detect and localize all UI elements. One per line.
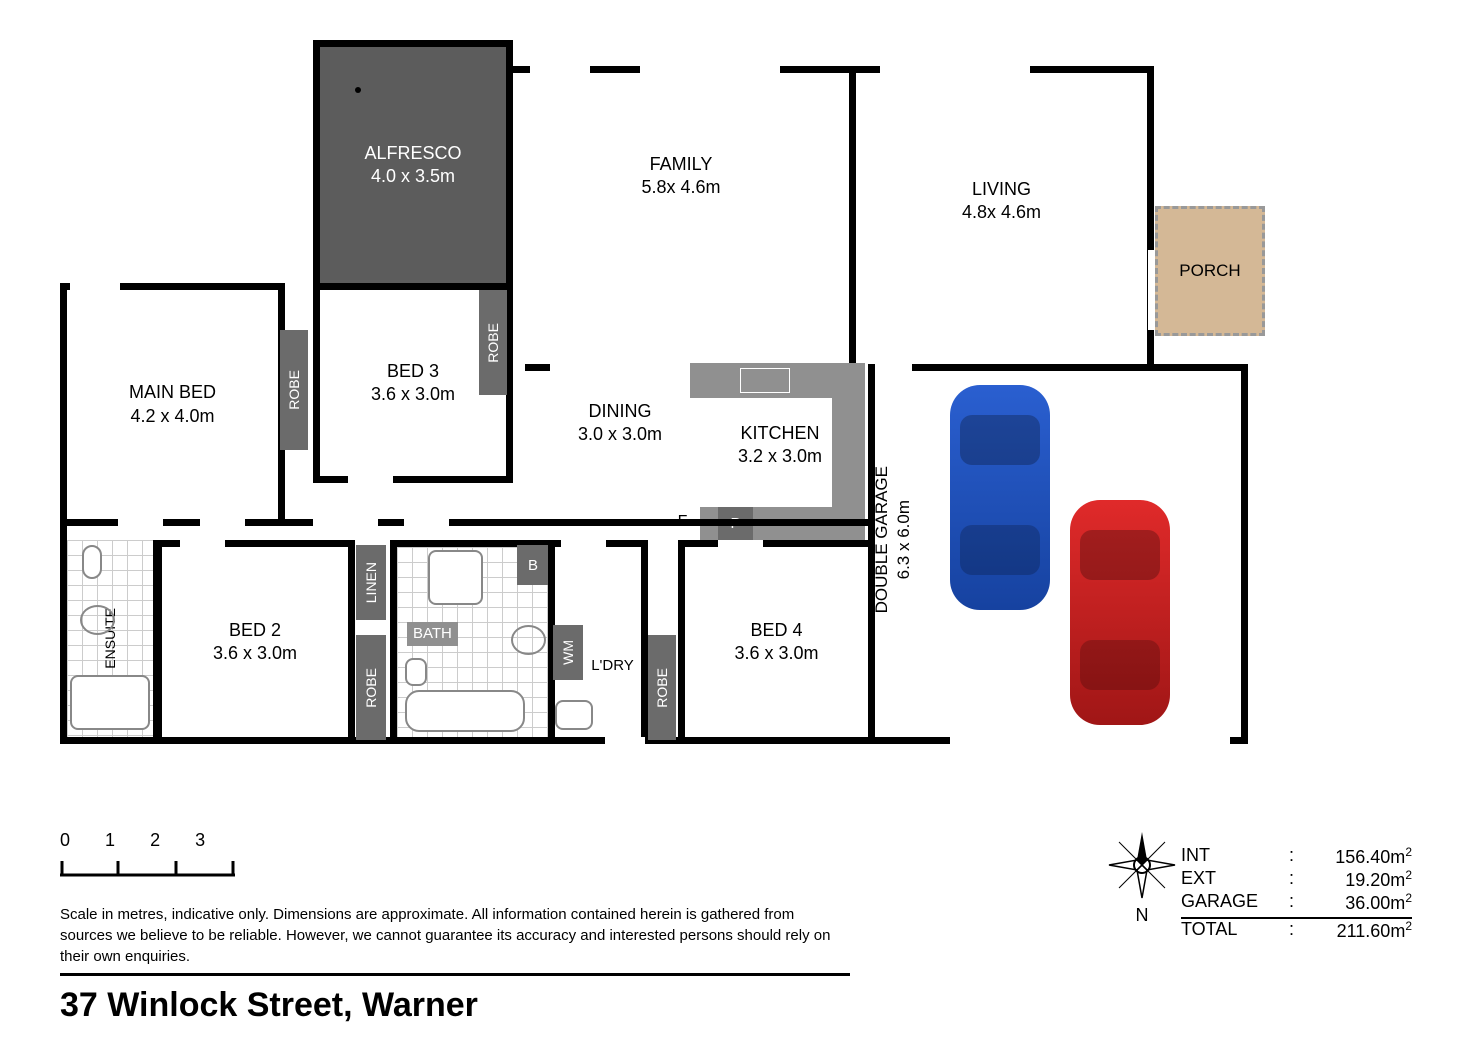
wm: WM — [553, 625, 583, 680]
bed3-dim: 3.6 x 3.0m — [371, 383, 455, 406]
kitchen-name: KITCHEN — [740, 422, 819, 445]
bath-basin-icon — [511, 625, 546, 655]
bathtub-icon — [405, 690, 525, 732]
room-dining: DINING 3.0 x 3.0m — [535, 368, 705, 478]
ldry-sink-icon — [555, 700, 593, 730]
robe-mainbed: ROBE — [280, 330, 308, 450]
living-name: LIVING — [972, 178, 1031, 201]
room-garage — [868, 364, 1248, 744]
room-alfresco: ALFRESCO 4.0 x 3.5m — [313, 40, 513, 290]
room-mainbed: MAIN BED 4.2 x 4.0m — [60, 283, 285, 526]
floorplan: ALFRESCO 4.0 x 3.5m FAMILY 5.8x 4.6m LIV… — [60, 40, 1350, 770]
address: 37 Winlock Street, Warner — [60, 986, 1350, 1025]
bed3-name: BED 3 — [387, 360, 439, 383]
ldry-label: L'DRY — [580, 653, 645, 678]
room-porch: PORCH — [1155, 206, 1265, 336]
dining-name: DINING — [589, 400, 652, 423]
kitchen-dim: 3.2 x 3.0m — [738, 445, 822, 468]
mainbed-name: MAIN BED — [129, 381, 216, 404]
ensuite-shower-icon — [70, 675, 150, 730]
room-living: LIVING 4.8x 4.6m — [849, 66, 1154, 371]
alfresco-dim: 4.0 x 3.5m — [371, 165, 455, 188]
fixture-b: B — [517, 545, 549, 585]
ensuite-wc-icon — [82, 545, 102, 579]
family-name: FAMILY — [650, 153, 713, 176]
compass: N — [1107, 830, 1177, 926]
alfresco-name: ALFRESCO — [364, 142, 461, 165]
robe-ldry: ROBE — [648, 635, 676, 740]
ensuite-basin-icon — [80, 605, 115, 635]
room-bed2: BED 2 3.6 x 3.0m — [155, 540, 355, 744]
dining-dim: 3.0 x 3.0m — [578, 423, 662, 446]
bed4-name: BED 4 — [750, 619, 802, 642]
bed4-dim: 3.6 x 3.0m — [734, 642, 818, 665]
porch-name: PORCH — [1179, 260, 1240, 282]
bed2-dim: 3.6 x 3.0m — [213, 642, 297, 665]
shower-icon — [428, 550, 483, 605]
bath-name: BATH — [407, 622, 458, 646]
garage-label: DOUBLE GARAGE 6.3 x 6.0m — [878, 440, 908, 640]
bed2-name: BED 2 — [229, 619, 281, 642]
disclaimer: Scale in metres, indicative only. Dimens… — [60, 904, 850, 976]
robe-bed3: ROBE — [479, 290, 507, 395]
room-family: FAMILY 5.8x 4.6m — [506, 66, 856, 371]
robe-bed2: ROBE — [356, 635, 386, 740]
compass-n: N — [1107, 905, 1177, 926]
family-dim: 5.8x 4.6m — [641, 176, 720, 199]
wc-icon — [405, 658, 427, 686]
mainbed-dim: 4.2 x 4.0m — [130, 405, 214, 428]
car-red-icon — [1070, 500, 1170, 725]
area-summary: INT:156.40m2 EXT:19.20m2 GARAGE:36.00m2 … — [1181, 845, 1412, 942]
linen: LINEN — [356, 545, 386, 620]
room-bed4: BED 4 3.6 x 3.0m — [678, 540, 875, 744]
living-dim: 4.8x 4.6m — [962, 201, 1041, 224]
scale-bar-icon — [60, 857, 240, 879]
compass-icon — [1107, 830, 1177, 900]
car-blue-icon — [950, 385, 1050, 610]
